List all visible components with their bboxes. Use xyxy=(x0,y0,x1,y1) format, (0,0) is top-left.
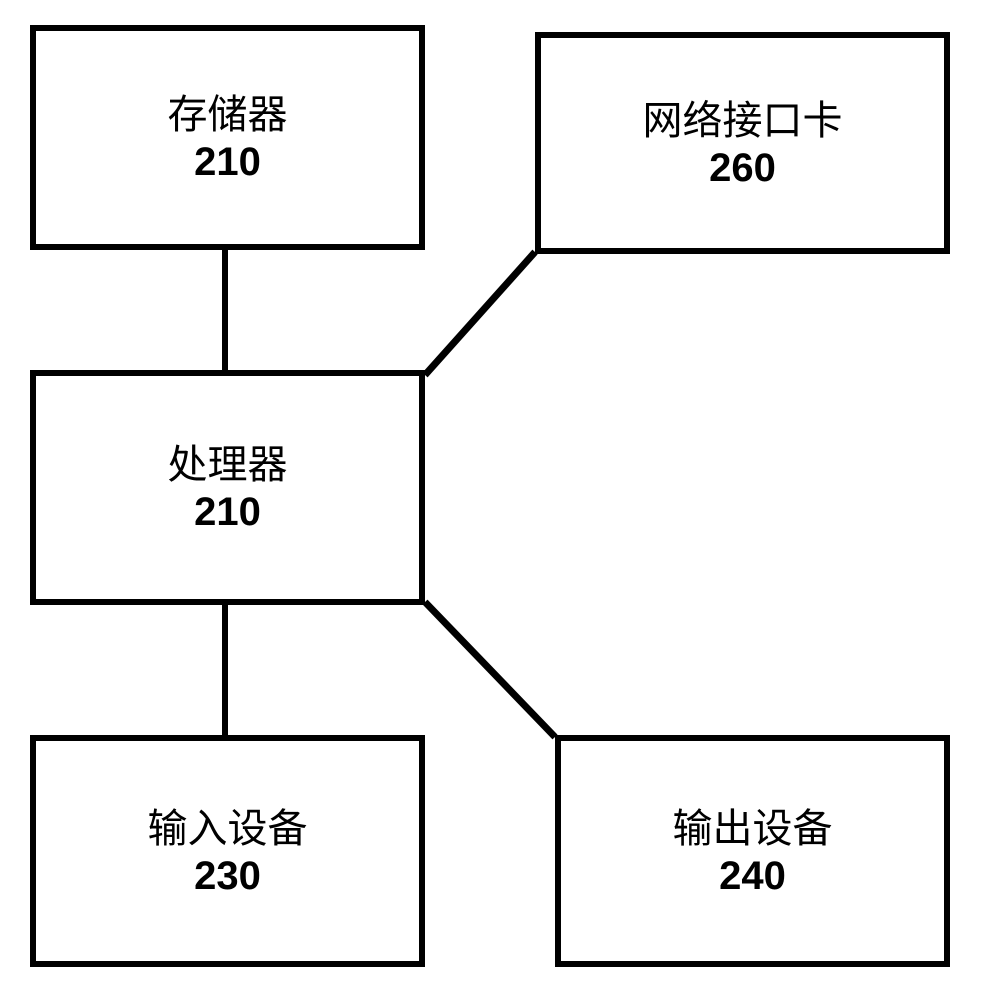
block-output-label: 输出设备 xyxy=(673,804,833,854)
block-cpu-num: 210 xyxy=(194,490,261,535)
block-input-num: 230 xyxy=(194,854,261,899)
block-nic: 网络接口卡 260 xyxy=(535,32,950,254)
block-output-num: 240 xyxy=(719,854,786,899)
diagram-canvas: 存储器 210 网络接口卡 260 处理器 210 输入设备 230 输出设备 … xyxy=(0,0,983,1000)
block-output: 输出设备 240 xyxy=(555,735,950,967)
block-memory-num: 210 xyxy=(194,140,261,185)
connector-mem-cpu xyxy=(222,250,228,370)
block-input: 输入设备 230 xyxy=(30,735,425,967)
block-nic-num: 260 xyxy=(709,146,776,191)
block-memory: 存储器 210 xyxy=(30,25,425,250)
block-memory-label: 存储器 xyxy=(168,90,288,140)
block-input-label: 输入设备 xyxy=(148,804,308,854)
connector-cpu-output xyxy=(425,602,555,737)
block-cpu-label: 处理器 xyxy=(168,440,288,490)
block-cpu: 处理器 210 xyxy=(30,370,425,605)
connector-cpu-nic xyxy=(425,252,535,375)
connector-cpu-input xyxy=(222,605,228,735)
block-nic-label: 网络接口卡 xyxy=(643,96,843,146)
